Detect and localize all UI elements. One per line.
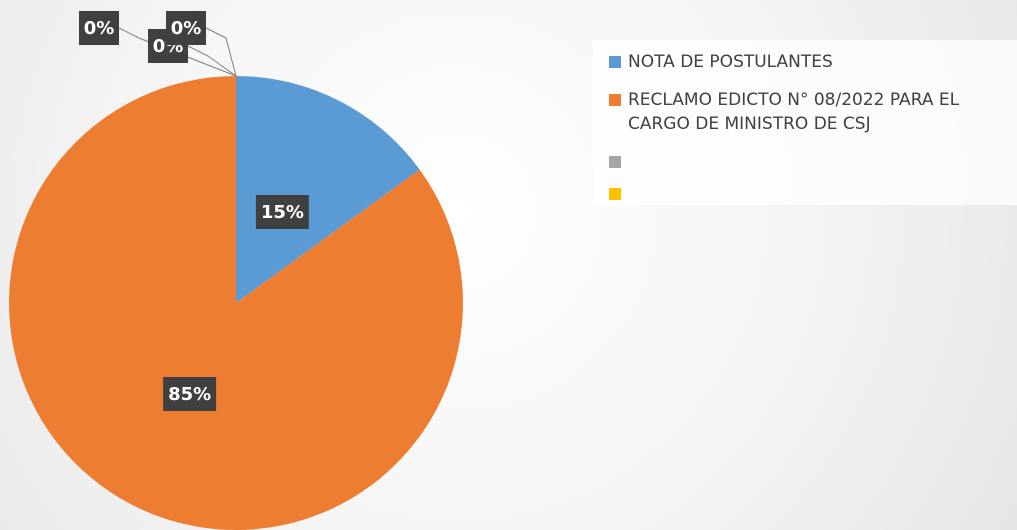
legend-label: NOTA DE POSTULANTES <box>628 52 833 72</box>
legend-entry: NOTA DE POSTULANTES <box>609 50 1009 74</box>
data-label-box <box>255 194 309 229</box>
data-label-box <box>79 11 119 45</box>
legend-label: RECLAMO EDICTO N° 08/2022 PARA EL CARGO … <box>628 90 960 134</box>
legend: NOTA DE POSTULANTES RECLAMO EDICTO N° 08/… <box>593 40 1017 205</box>
legend-swatch <box>609 156 621 168</box>
data-label: 85% <box>163 377 217 412</box>
data-label: 0% <box>79 11 119 45</box>
pie-area: 15%85%0%0%0% <box>8 11 463 530</box>
leader-line <box>187 45 237 77</box>
legend-swatch <box>609 188 621 200</box>
data-label: 0% <box>166 11 206 45</box>
legend-swatch <box>609 94 621 106</box>
pie-slice <box>8 76 463 530</box>
leader-line <box>205 27 237 77</box>
data-label-text: 15% <box>261 202 304 223</box>
data-label-text: 85% <box>168 384 211 405</box>
data-label-box <box>163 377 217 412</box>
data-label-text: 0% <box>84 18 115 39</box>
leader-line <box>118 27 237 77</box>
data-label-box <box>166 11 206 45</box>
legend-entry: RECLAMO EDICTO N° 08/2022 PARA EL CARGO … <box>609 88 1009 136</box>
legend-entry <box>609 150 1009 168</box>
pie-slice <box>236 76 420 303</box>
data-label-text: 0% <box>171 18 202 39</box>
data-label: 15% <box>255 194 309 229</box>
legend-swatch <box>609 56 621 68</box>
legend-entry <box>609 182 1009 200</box>
